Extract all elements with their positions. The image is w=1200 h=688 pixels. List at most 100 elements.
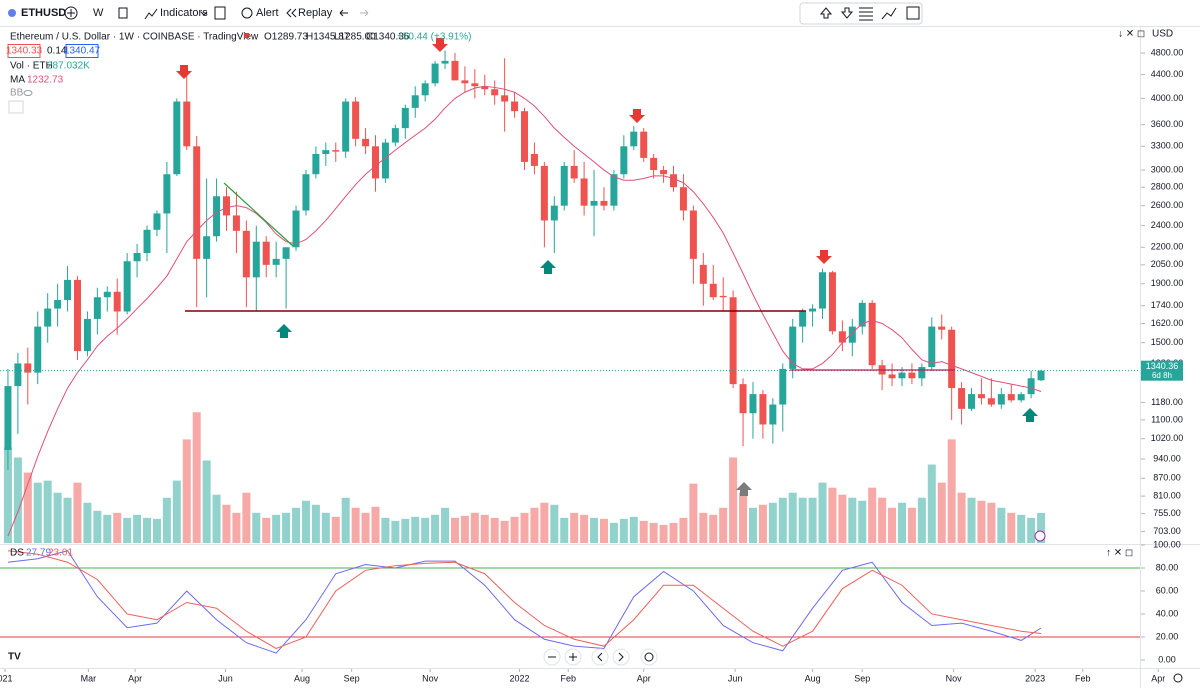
volume-bar xyxy=(321,512,330,543)
dropdown-icon xyxy=(200,11,208,16)
chart-type-button[interactable] xyxy=(118,7,128,19)
volume-bar xyxy=(798,497,807,543)
redo-button[interactable] xyxy=(360,9,369,17)
candle-body xyxy=(550,205,558,221)
volume-bar xyxy=(878,497,887,543)
moving-average xyxy=(7,85,1042,537)
y-tick-label: 755.00 xyxy=(1153,508,1181,518)
tv-logo: TV xyxy=(8,652,21,663)
ask-box[interactable] xyxy=(65,44,99,58)
layout-button[interactable] xyxy=(214,6,226,20)
replay-button[interactable]: Replay xyxy=(298,7,333,19)
candle-body xyxy=(1027,378,1035,395)
candle-body xyxy=(461,80,469,84)
x-tick-label: 2022 xyxy=(510,673,530,683)
currency[interactable]: USD xyxy=(1152,29,1173,40)
candle-body xyxy=(968,394,976,409)
volume-bar xyxy=(768,502,777,543)
candle-body xyxy=(540,165,548,221)
y-tick-label: 1740.00 xyxy=(1151,300,1184,310)
y-tick-label: 1180.00 xyxy=(1151,397,1183,407)
sell-arrow xyxy=(816,250,832,264)
candle-body xyxy=(342,101,350,152)
candle-body xyxy=(312,153,320,175)
candle-body xyxy=(352,101,360,139)
candle-body xyxy=(630,131,638,147)
compare-button[interactable] xyxy=(64,6,78,20)
candle-body xyxy=(451,60,459,81)
volume-bar xyxy=(1037,512,1046,543)
countdown: 6d 8h xyxy=(1152,371,1172,380)
symbol[interactable]: ETHUSD xyxy=(21,7,66,19)
y-tick-label: 1100.00 xyxy=(1151,414,1183,424)
scroll-left-icon xyxy=(597,652,603,662)
indicators-button[interactable]: Indicators xyxy=(160,7,208,19)
bid-box[interactable] xyxy=(7,44,41,58)
volume-bar xyxy=(1007,512,1016,543)
settings-button[interactable] xyxy=(1173,673,1183,683)
volume-bar xyxy=(828,487,837,543)
reset[interactable] xyxy=(640,648,658,666)
arrow-down-tool[interactable] xyxy=(840,7,854,19)
x-tick-label: Nov xyxy=(946,673,963,683)
candle-body xyxy=(381,142,389,179)
ask[interactable]: 1340.47 xyxy=(64,46,101,57)
x-tick-label: Apr xyxy=(1151,673,1165,683)
lines-tool[interactable] xyxy=(859,7,873,21)
volume-bar xyxy=(729,457,738,543)
y-tick-label: 1620.00 xyxy=(1151,318,1184,328)
volume-bar xyxy=(232,512,241,543)
arrow-up-tool[interactable] xyxy=(819,7,833,19)
undo-button[interactable] xyxy=(339,9,348,17)
candle-body xyxy=(749,394,757,414)
candle-body xyxy=(699,264,707,284)
candle-body xyxy=(391,128,399,143)
path-tool[interactable] xyxy=(881,7,897,20)
rect-tool[interactable] xyxy=(906,6,920,20)
visibility-icon[interactable] xyxy=(23,90,33,96)
last-price-label: 1340.36 xyxy=(1146,361,1179,371)
volume-bar xyxy=(172,480,181,543)
scroll-right[interactable] xyxy=(612,648,630,666)
volume-bar xyxy=(182,439,191,543)
candle-body xyxy=(14,363,22,387)
collapse-button[interactable] xyxy=(8,100,24,114)
y-tick-label: 1020.00 xyxy=(1151,433,1184,443)
volume-bar xyxy=(858,500,867,543)
candle-body xyxy=(918,367,926,379)
pane-controls[interactable]: ↓ ✕ ◻ xyxy=(1118,29,1145,40)
bid[interactable]: 1340.33 xyxy=(6,46,43,57)
volume-bar xyxy=(570,512,579,543)
volume-bar xyxy=(937,482,946,543)
alert-button[interactable]: Alert xyxy=(256,7,279,19)
price-pane xyxy=(0,38,1140,543)
candle-body xyxy=(739,384,747,414)
volume-bar xyxy=(490,517,499,543)
candle-body xyxy=(163,174,171,214)
candle-body xyxy=(491,89,499,96)
pane-controls[interactable]: ↑ ✕ ◻ xyxy=(1106,548,1133,559)
x-tick-label: Aug xyxy=(294,673,310,683)
candle-body xyxy=(213,196,221,237)
volume-bar xyxy=(917,497,926,543)
events-icon[interactable] xyxy=(1034,530,1046,542)
buy-arrow xyxy=(540,260,556,274)
volume-bar xyxy=(679,517,688,543)
volume-bar xyxy=(758,504,767,543)
candle-body xyxy=(292,210,300,248)
ma-name: MA xyxy=(10,75,25,86)
volume-bar xyxy=(282,512,291,543)
volume-bar xyxy=(460,515,469,543)
volume-bar xyxy=(431,514,440,543)
volume-bar xyxy=(292,507,301,543)
y-tick-label: 870.00 xyxy=(1153,473,1181,483)
candle-body xyxy=(580,178,588,206)
volume-name: Vol · ETH xyxy=(10,61,53,72)
interval[interactable]: W xyxy=(93,7,104,19)
oscillator-pane xyxy=(0,550,1140,654)
candle-body xyxy=(173,101,181,175)
volume-bar xyxy=(1017,514,1026,543)
scroll-left[interactable] xyxy=(591,648,609,666)
volume-bar xyxy=(53,492,62,543)
oscillator-line xyxy=(7,550,1042,654)
